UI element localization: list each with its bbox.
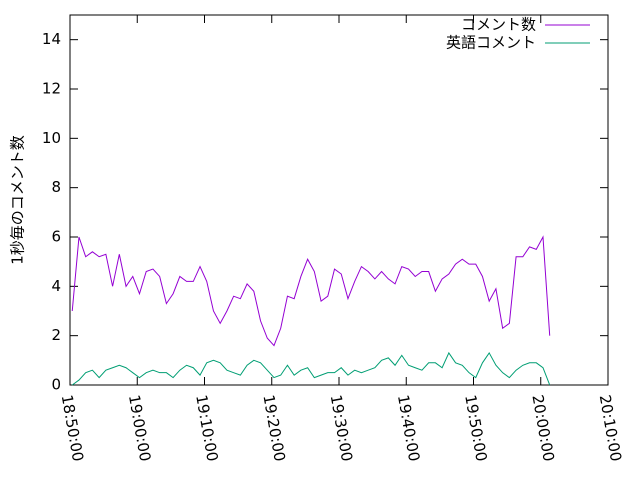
x-tick-label: 19:50:00: [461, 393, 490, 462]
y-tick-label: 12: [42, 80, 61, 98]
y-tick-label: 14: [42, 30, 61, 48]
y-tick-label: 6: [51, 228, 61, 246]
legend-label: コメント数: [461, 16, 536, 34]
x-tick-label: 20:10:00: [596, 393, 625, 462]
y-tick-label: 10: [42, 129, 61, 147]
y-tick-label: 4: [51, 277, 61, 295]
y-tick-label: 0: [51, 376, 61, 394]
data-line: [71, 235, 551, 347]
x-tick-label: 18:50:00: [58, 393, 87, 462]
plot-border: [69, 14, 609, 386]
y-axis-label: 1秒毎のコメント数: [9, 135, 27, 265]
x-tick-label: 19:10:00: [192, 393, 221, 462]
y-tick-label: 8: [51, 178, 61, 196]
x-tick-label: 19:40:00: [394, 393, 423, 462]
x-tick-label: 19:00:00: [125, 393, 154, 462]
legend-label: 英語コメント: [446, 34, 536, 52]
data-line: [71, 351, 551, 386]
x-tick-label: 20:00:00: [528, 393, 557, 462]
y-tick-label: 2: [51, 326, 61, 344]
x-tick-label: 19:30:00: [327, 393, 356, 462]
x-tick-label: 19:20:00: [259, 393, 288, 462]
